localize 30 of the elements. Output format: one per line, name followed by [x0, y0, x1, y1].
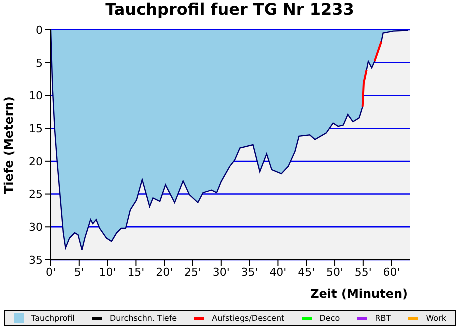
- x-tick-label: 50': [326, 266, 344, 279]
- x-tick-label: 25': [184, 266, 202, 279]
- y-axis-title: Tiefe (Metern): [2, 95, 17, 196]
- legend-label: Aufstiegs/Descent: [212, 314, 285, 322]
- x-tick-label: 10': [99, 266, 116, 279]
- y-tick-label: 30: [29, 221, 43, 234]
- y-tick-label: 35: [29, 254, 43, 267]
- x-tick-label: 0': [46, 266, 56, 279]
- y-tick-label: 15: [29, 122, 43, 136]
- legend-label: RBT: [375, 314, 392, 322]
- x-tick-label: 5': [74, 266, 84, 279]
- x-axis-title: Zeit (Minuten): [310, 287, 408, 301]
- legend-label: Durchschn. Tiefe: [110, 314, 178, 322]
- y-tick-label: 0: [36, 24, 43, 37]
- y-tick-label: 20: [29, 155, 43, 168]
- y-tick-label: 5: [36, 56, 43, 70]
- legend-label: Deco: [320, 314, 340, 322]
- y-tick-label: 25: [29, 188, 43, 202]
- x-tick-label: 55': [354, 266, 372, 279]
- x-tick-label: 45': [298, 266, 316, 279]
- y-tick-label: 10: [29, 90, 43, 103]
- chart-title: Tauchprofil fuer TG Nr 1233: [104, 0, 356, 19]
- x-tick-label: 30': [212, 266, 230, 279]
- x-tick-label: 60': [383, 266, 400, 279]
- x-tick-label: 35': [241, 266, 258, 279]
- legend-label: Work: [426, 314, 446, 322]
- x-tick-label: 20': [156, 266, 174, 279]
- legend-label: Tauchprofil: [32, 314, 75, 322]
- x-tick-label: 40': [270, 266, 287, 279]
- x-tick-label: 15': [128, 266, 145, 279]
